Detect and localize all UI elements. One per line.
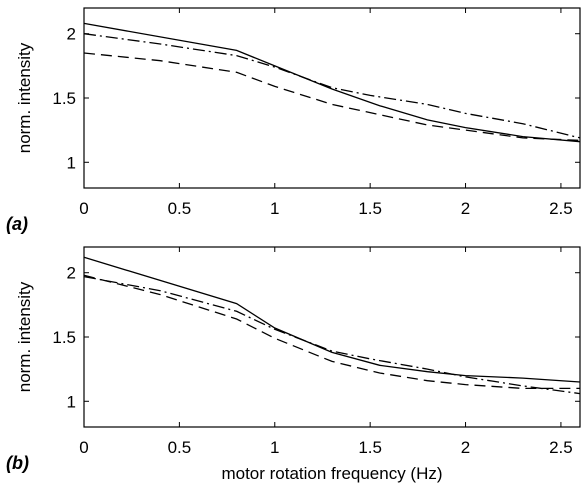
y-tick-label: 2 [67, 25, 76, 44]
x-tick-label: 2.5 [549, 199, 573, 218]
x-tick-label: 2 [461, 438, 470, 457]
series-line-dash-dot [83, 33, 581, 139]
y-tick-label: 1 [67, 153, 76, 172]
x-tick-label: 0.5 [168, 438, 192, 457]
y-axis-label: norm. intensity [15, 42, 34, 153]
panel-a: 0 0.5 1 1.5 2 2.5 1 1.5 2 norm. intensity (a) [6, 7, 581, 234]
series-line-dashed [83, 52, 581, 142]
panel-b: 0 0.5 1 1.5 2 2.5 1 1.5 2 norm. intensity (b) motor… [6, 246, 581, 483]
x-tick-label: 1.5 [358, 199, 382, 218]
panel-label: (b) [6, 453, 29, 473]
axes-frame [83, 7, 581, 189]
x-tick-label: 0.5 [168, 199, 192, 218]
y-tick-label: 2 [67, 264, 76, 283]
y-tick-label: 1 [67, 392, 76, 411]
series-line-dash-dot [83, 275, 581, 395]
panel-label: (a) [6, 214, 28, 234]
axes-frame [83, 246, 581, 428]
series-line-dashed [83, 274, 580, 390]
x-tick-label: 1 [270, 438, 279, 457]
y-tick-label: 1.5 [52, 89, 76, 108]
x-tick-label: 2 [461, 199, 470, 218]
x-tick-label: 0 [79, 199, 88, 218]
series-line-solid [83, 22, 581, 143]
x-tick-label: 1.5 [358, 438, 382, 457]
series-line-solid [83, 256, 581, 383]
y-tick-label: 1.5 [52, 328, 76, 347]
x-axis-label: motor rotation frequency (Hz) [221, 464, 442, 483]
y-axis-label: norm. intensity [15, 281, 34, 392]
x-tick-label: 0 [79, 438, 88, 457]
x-tick-label: 1 [270, 199, 279, 218]
x-tick-label: 2.5 [549, 438, 573, 457]
